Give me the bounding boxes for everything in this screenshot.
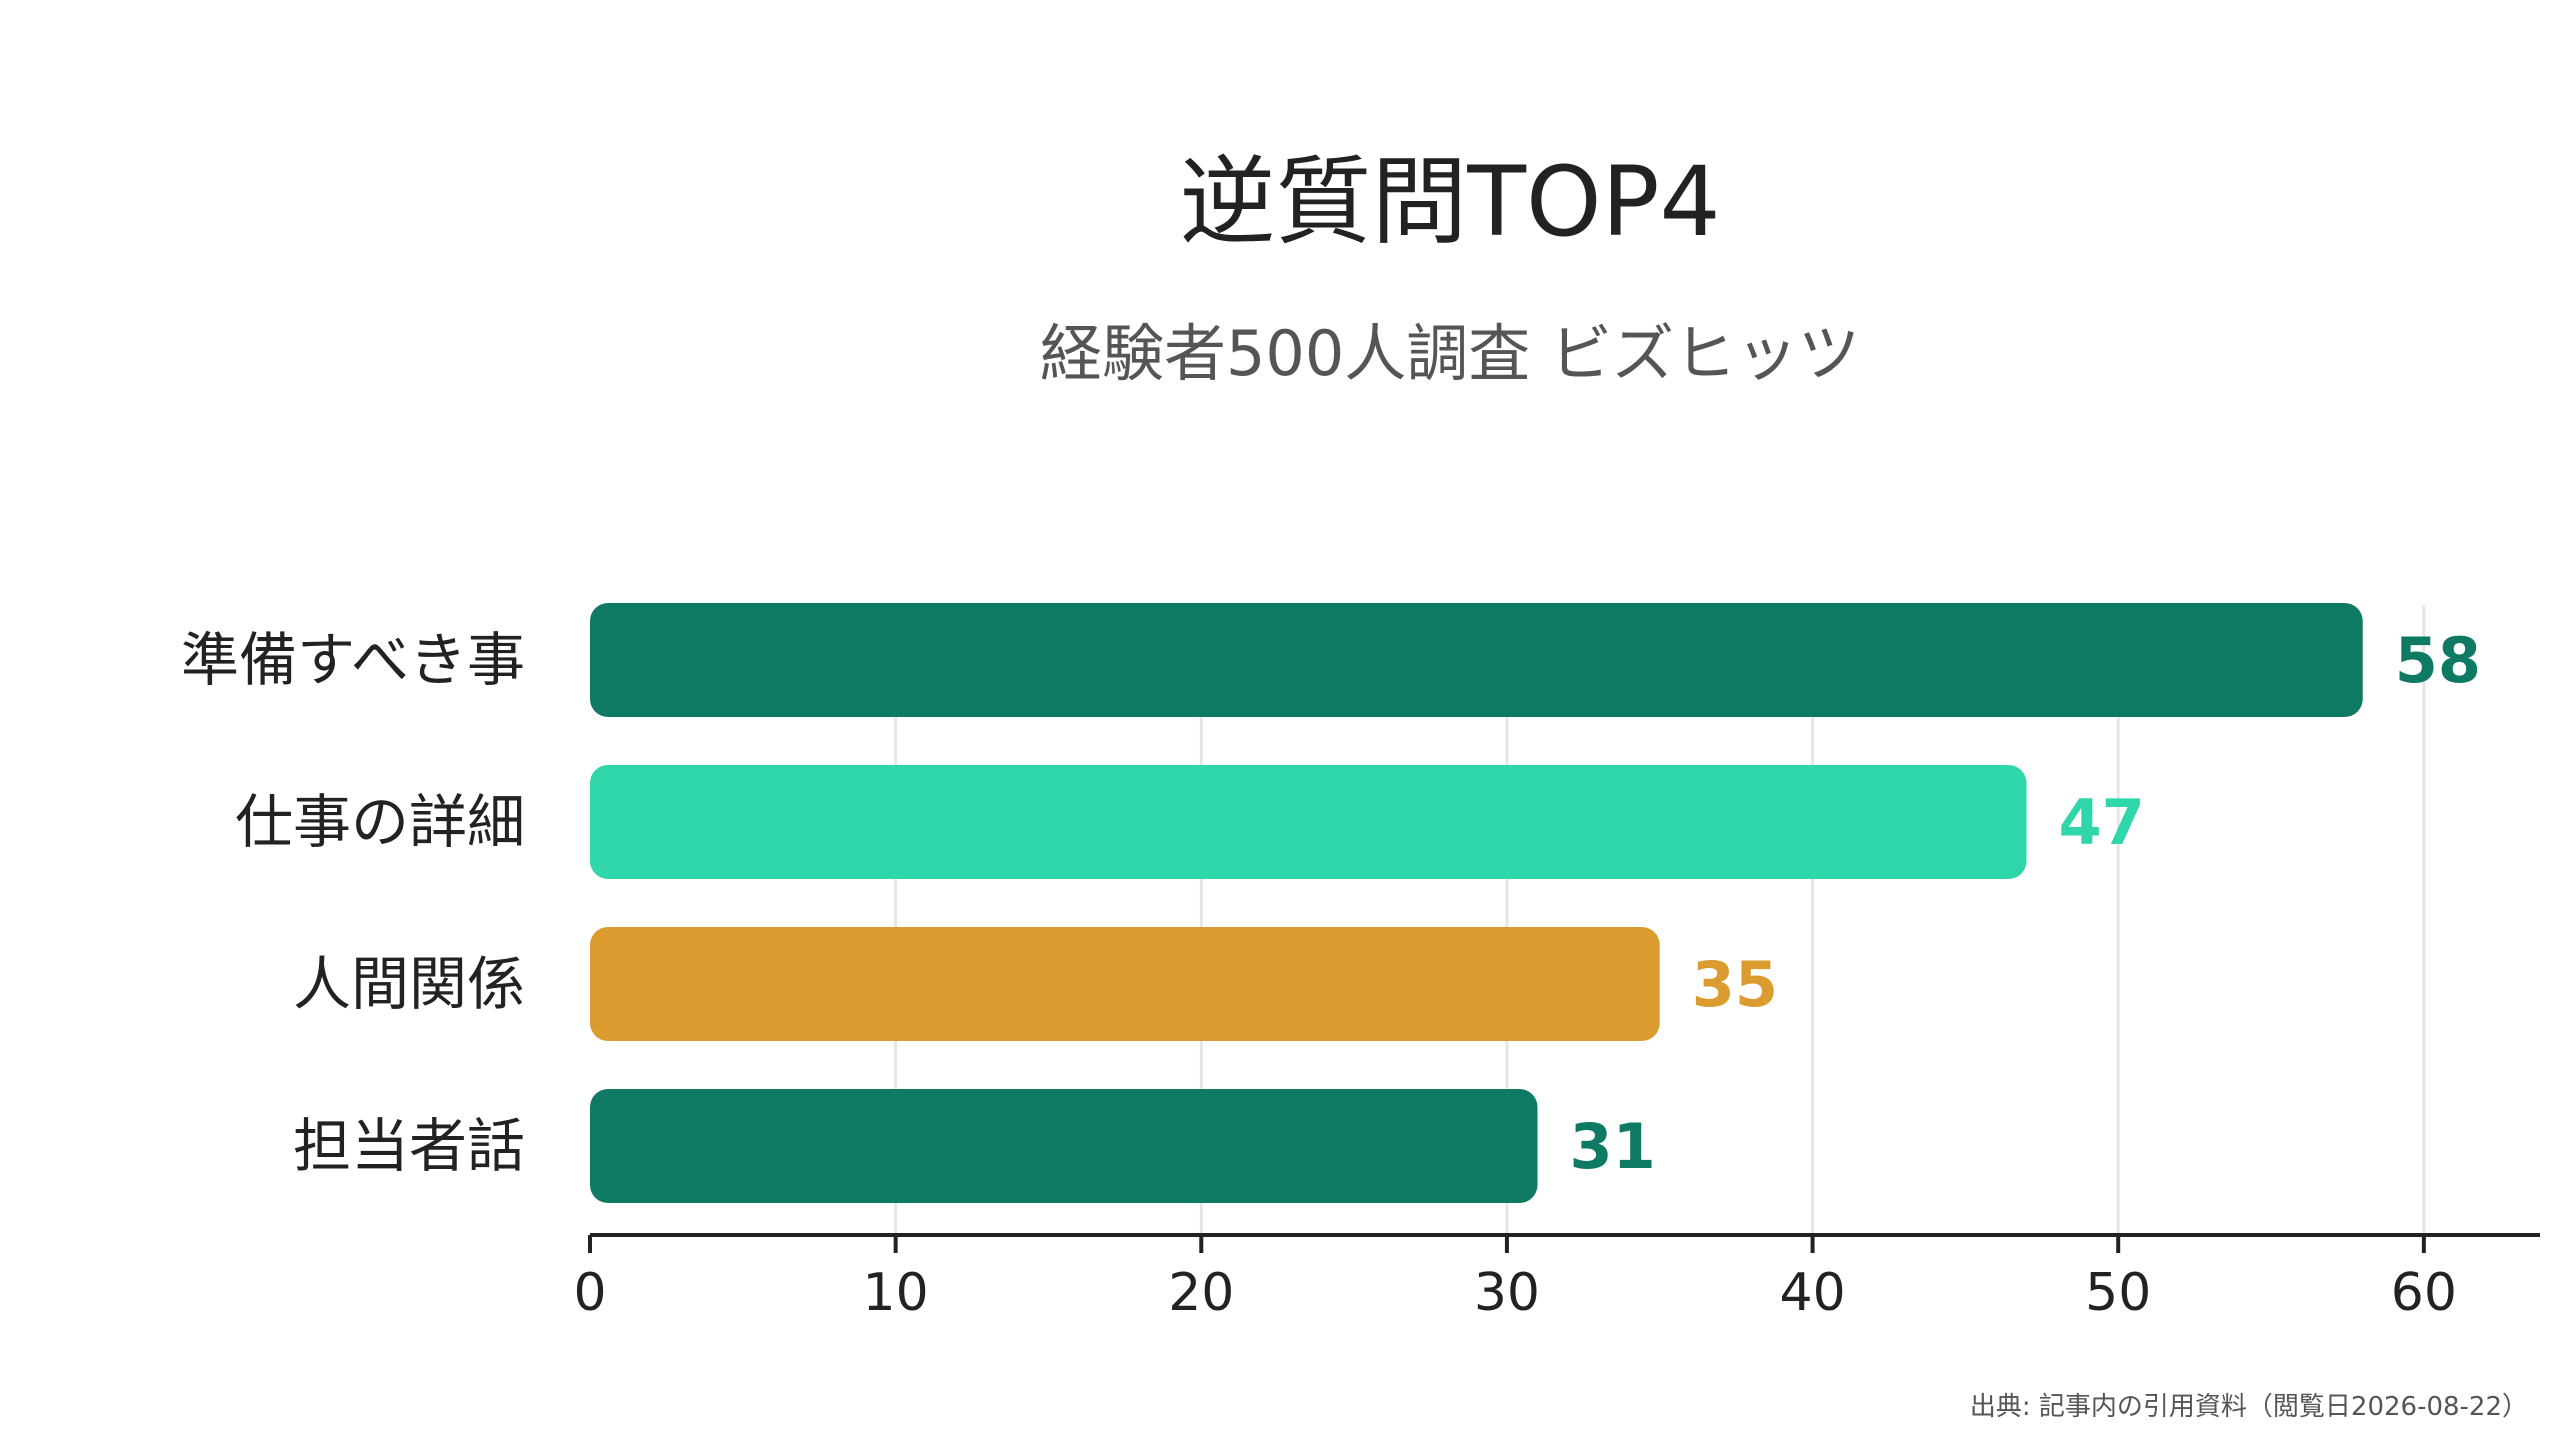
value-label-4: 31 [1569,1110,1655,1183]
value-label-1: 58 [2395,624,2481,697]
category-label-3: 人間関係 [293,950,525,1018]
category-label-4: 担当者話 [293,1112,525,1180]
chart-subtitle: 経験者500人調査 ビズヒッツ [1040,317,1860,390]
bar-3 [590,927,1660,1041]
bar-4 [590,1089,1538,1203]
axis-layer: 0 10 20 30 40 50 60 [573,1233,2540,1323]
x-tick-label-50: 50 [2085,1263,2151,1323]
x-tick-label-10: 10 [863,1263,929,1323]
category-label-1: 準備すべき事 [181,626,525,694]
x-tick-label-30: 30 [1474,1263,1540,1323]
bar-1 [590,603,2363,717]
x-tick-label-60: 60 [2391,1263,2457,1323]
chart-title: 逆質問TOP4 [1179,146,1720,258]
x-tick-label-0: 0 [573,1263,606,1323]
value-label-2: 47 [2059,786,2145,859]
x-tick-label-20: 20 [1168,1263,1234,1323]
labels-layer: 準備すべき事 58 仕事の詳細 47 人間関係 35 担当者話 31 [181,624,2481,1183]
source-note: 出典: 記事内の引用資料（閲覧日2026-08-22） [1970,1392,2528,1422]
value-label-3: 35 [1692,948,1778,1021]
bar-2 [590,765,2027,879]
category-label-2: 仕事の詳細 [235,788,525,856]
x-tick-label-40: 40 [1779,1263,1845,1323]
bars-layer [590,603,2363,1203]
